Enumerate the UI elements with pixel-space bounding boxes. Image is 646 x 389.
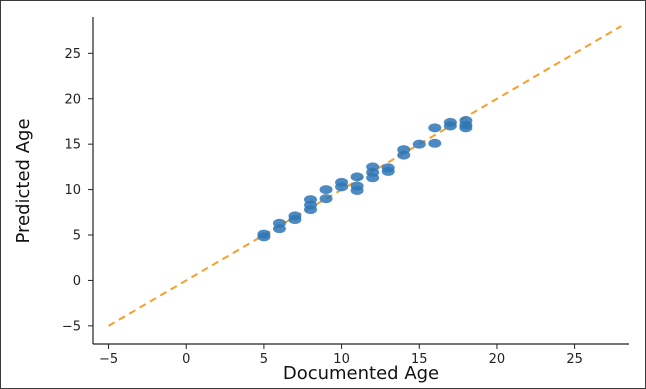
data-point <box>335 177 349 187</box>
y-tick-label: −5 <box>62 319 81 334</box>
x-tick-label: 20 <box>489 352 506 367</box>
data-point <box>412 139 426 149</box>
y-ticks: −5 0 5 10 15 20 25 <box>62 47 93 334</box>
data-point <box>428 123 442 133</box>
x-tick-label: 0 <box>182 352 190 367</box>
y-tick-label: 10 <box>64 183 81 198</box>
x-ticks: −5 0 5 10 15 20 25 <box>99 344 583 367</box>
y-tick-label: 15 <box>64 138 81 153</box>
axes <box>92 17 629 345</box>
x-tick-label: −5 <box>99 352 118 367</box>
data-point <box>366 162 380 172</box>
data-point <box>350 172 364 182</box>
data-point <box>443 117 457 127</box>
x-tick-label: 10 <box>333 352 350 367</box>
y-tick-label: 5 <box>73 229 81 244</box>
data-point <box>257 229 271 239</box>
data-point <box>319 194 333 204</box>
data-point <box>381 163 395 173</box>
data-point <box>304 195 318 205</box>
reference-line <box>108 25 622 327</box>
data-point <box>288 211 302 221</box>
x-axis-title: Documented Age <box>283 363 439 384</box>
y-tick-label: 25 <box>64 47 81 62</box>
data-point <box>350 181 364 191</box>
data-point <box>272 218 286 228</box>
reference-line-group <box>108 25 622 327</box>
data-point <box>397 145 411 155</box>
y-tick-label: 20 <box>64 92 81 107</box>
x-tick-label: 5 <box>260 352 268 367</box>
data-point <box>428 138 442 148</box>
y-tick-label: 0 <box>73 274 81 289</box>
data-points <box>257 116 473 242</box>
data-point <box>459 116 473 126</box>
x-tick-label: 15 <box>411 352 428 367</box>
data-point <box>319 185 333 195</box>
y-axis-title: Predicted Age <box>13 118 34 243</box>
x-tick-label: 25 <box>566 352 583 367</box>
